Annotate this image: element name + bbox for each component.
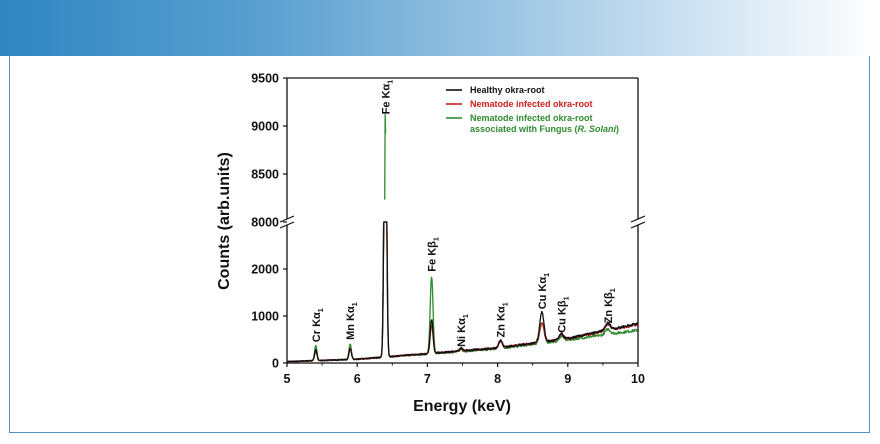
y-tick-label: 1000 xyxy=(251,310,279,324)
header-banner xyxy=(0,0,880,56)
x-tick-label: 6 xyxy=(354,372,361,386)
y-tick-label: 0 xyxy=(272,357,279,371)
x-tick-label: 7 xyxy=(424,372,431,386)
y-tick-label: 9000 xyxy=(251,120,279,134)
peak-label: Ni Kα1 xyxy=(456,314,470,347)
spectrum-lines-upper xyxy=(384,114,387,200)
legend-label-fungus-line2: associated with Fungus (R. Solani) xyxy=(470,124,619,134)
legend-label-fungus: Nematode infected okra-root xyxy=(470,113,593,123)
y-tick-label: 8500 xyxy=(251,168,279,182)
x-tick-label: 5 xyxy=(284,372,291,386)
spectrum-lines-lower xyxy=(286,221,639,363)
peak-label: Cu Kα1 xyxy=(537,273,551,309)
y-tick-label: 9500 xyxy=(251,72,279,86)
figure-frame xyxy=(9,56,870,433)
peak-labels: Cr Kα1 Mn Kα1 Fe Kα1 Fe Kβ1 Ni Kα1 Zn Kα1 Cu K… xyxy=(311,80,617,347)
axis-ticks: 5 6 7 8 9 10 0 1000 2000 8000 8500 9000 9500 xyxy=(251,72,645,387)
x-tick-label: 8 xyxy=(494,372,501,386)
peak-label: Cr Kα1 xyxy=(311,308,325,342)
peak-label: Mn Kα1 xyxy=(345,302,359,340)
legend-label-nematode: Nematode infected okra-root xyxy=(470,99,593,109)
x-tick-label: 9 xyxy=(564,372,571,386)
series-line-upper-2 xyxy=(384,114,387,200)
y-tick-label: 8000 xyxy=(251,216,279,230)
peak-label: Fe Kα1 xyxy=(380,80,394,115)
y-tick-label: 2000 xyxy=(251,263,279,277)
peak-label: Cu Kβ1 xyxy=(557,296,571,332)
legend-label-healthy: Healthy okra-root xyxy=(470,85,545,95)
y-axis-title: Counts (arb.units) xyxy=(216,152,233,290)
legend: Healthy okra-root Nematode infected okra… xyxy=(446,85,619,134)
x-axis-title: Energy (keV) xyxy=(413,398,511,415)
x-tick-label: 10 xyxy=(631,372,645,386)
axis-break-right xyxy=(630,215,646,229)
peak-label: Zn Kα1 xyxy=(495,302,509,337)
series-line-0 xyxy=(286,221,639,363)
peak-label: Fe Kβ1 xyxy=(427,237,441,272)
peak-label: Zn Kβ1 xyxy=(603,288,617,323)
